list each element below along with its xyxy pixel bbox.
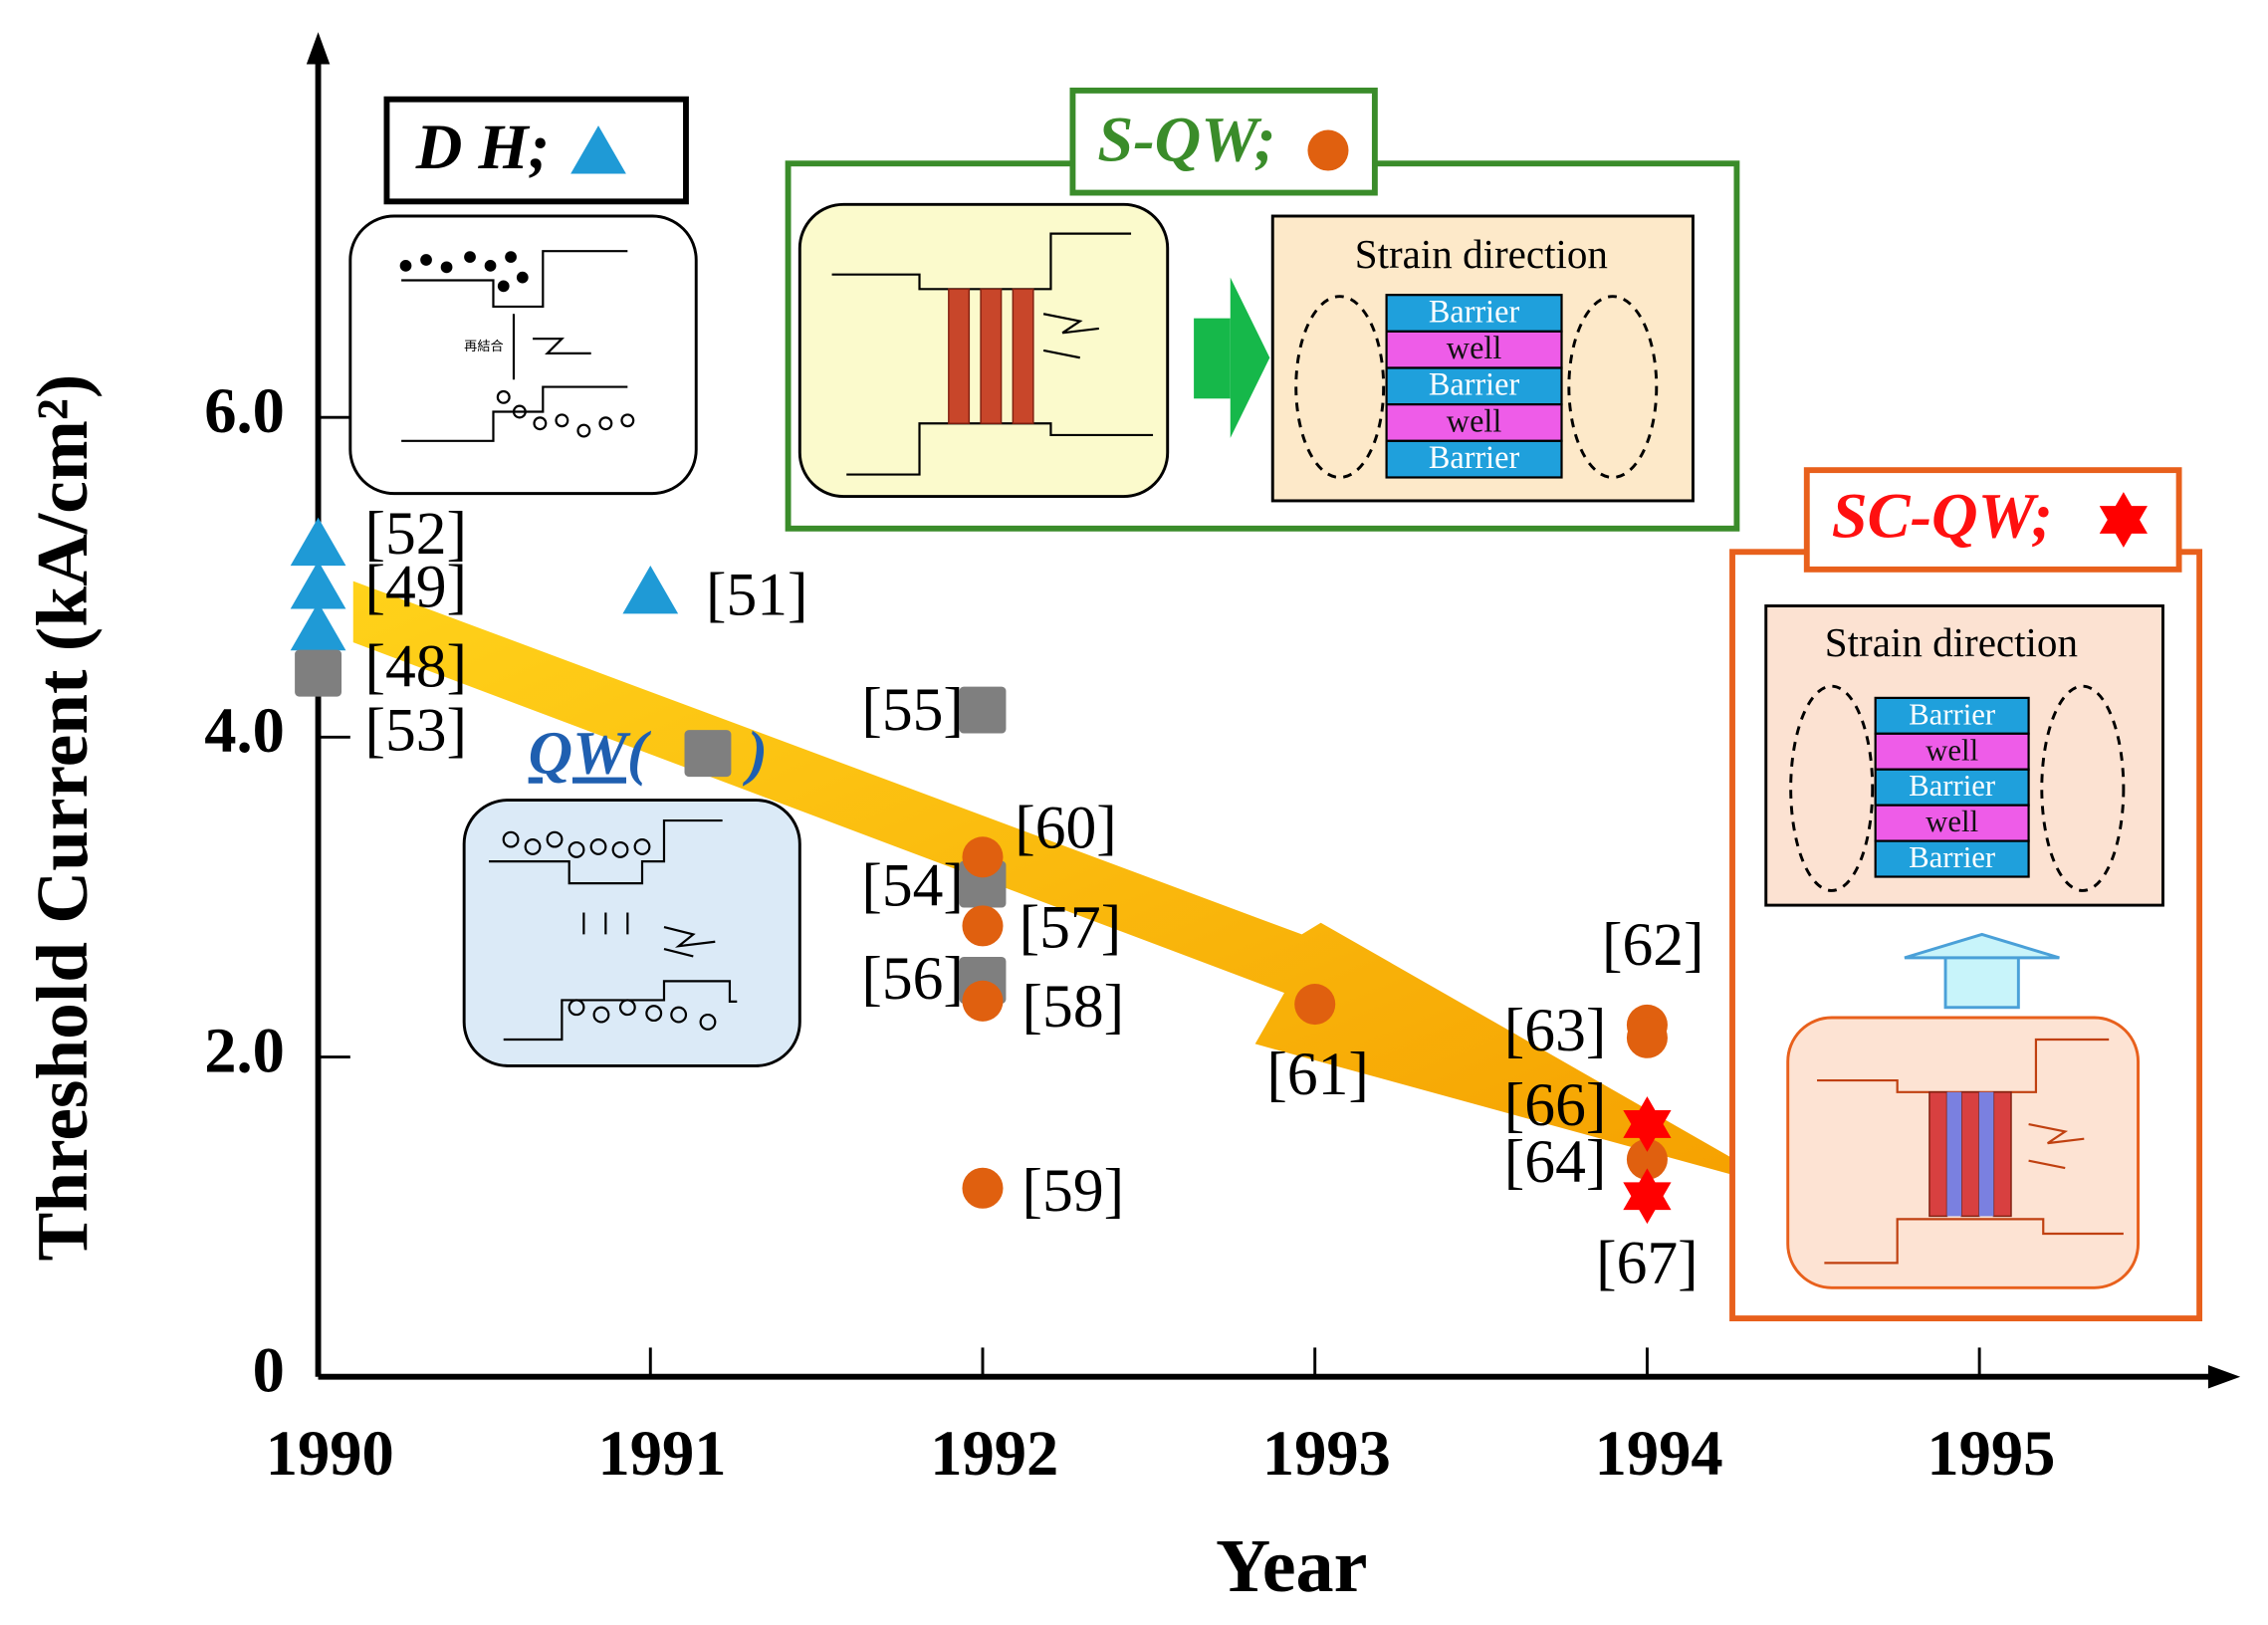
marker bbox=[1623, 1168, 1672, 1225]
inset-text: 再結合 bbox=[464, 339, 504, 353]
point-label: [62] bbox=[1602, 911, 1704, 979]
layer bbox=[1874, 768, 2030, 807]
marker bbox=[622, 565, 679, 614]
point-label: [66] bbox=[1504, 1071, 1607, 1139]
legend-marker bbox=[1307, 129, 1349, 171]
layer bbox=[1385, 403, 1563, 442]
layer bbox=[1874, 804, 2030, 842]
marker bbox=[295, 649, 342, 697]
marker bbox=[1626, 1017, 1668, 1058]
inset-text: Strain direction bbox=[1825, 619, 2078, 665]
inset-qw bbox=[462, 799, 801, 1067]
point-label: [63] bbox=[1504, 997, 1607, 1064]
layer bbox=[1385, 294, 1563, 333]
layer-label: Barrier bbox=[1909, 697, 1995, 731]
point-label: [56] bbox=[861, 945, 964, 1013]
point-label: [64] bbox=[1504, 1128, 1607, 1196]
layer bbox=[1874, 839, 2030, 878]
x-axis-arrow bbox=[2207, 1364, 2241, 1389]
point-label: [57] bbox=[1020, 893, 1122, 961]
arrow bbox=[1194, 318, 1231, 399]
marker bbox=[962, 980, 1004, 1022]
x-tick-label: 1993 bbox=[1262, 1418, 1391, 1489]
point-label: [58] bbox=[1022, 973, 1125, 1041]
layer-label: well bbox=[1926, 733, 1978, 767]
x-tick-label: 1992 bbox=[930, 1418, 1058, 1489]
point-label: [54] bbox=[861, 852, 964, 920]
x-axis-title: Year bbox=[1216, 1524, 1367, 1608]
point-label: [55] bbox=[861, 676, 964, 744]
y-axis-title: Threshold Current (kA/cm²) bbox=[22, 374, 103, 1262]
legend-label: D H; bbox=[415, 112, 550, 182]
arrow bbox=[1904, 932, 2060, 960]
legend-marker bbox=[570, 125, 626, 174]
legend-marker bbox=[2099, 492, 2148, 548]
layer-label: Barrier bbox=[1429, 439, 1520, 475]
strain-ellipse bbox=[1294, 295, 1386, 479]
inset-text: Strain direction bbox=[1355, 231, 1608, 277]
x-tick-label: 1990 bbox=[266, 1418, 394, 1489]
legend-marker bbox=[684, 730, 732, 778]
strain-ellipse bbox=[1789, 684, 1875, 892]
legend-label: QW( bbox=[529, 720, 652, 788]
layer-label: well bbox=[1926, 805, 1978, 838]
marker bbox=[962, 836, 1004, 878]
x-tick-label: 1994 bbox=[1595, 1418, 1723, 1489]
layer bbox=[1385, 439, 1563, 479]
arrow bbox=[1943, 954, 2020, 1010]
point-label: [60] bbox=[1015, 794, 1117, 861]
layer-label: well bbox=[1447, 330, 1502, 365]
x-tick-label: 1991 bbox=[598, 1418, 727, 1489]
electrons bbox=[399, 251, 529, 293]
wells bbox=[948, 288, 1034, 424]
x-tick-label: 1995 bbox=[1927, 1418, 2055, 1489]
inset-dh bbox=[348, 214, 698, 496]
y-tick-label: 2.0 bbox=[204, 1015, 285, 1085]
marker bbox=[290, 601, 346, 651]
y-axis-arrow bbox=[306, 32, 331, 65]
point-label: [61] bbox=[1266, 1041, 1369, 1108]
holes bbox=[496, 389, 635, 438]
layer-label: Barrier bbox=[1429, 293, 1520, 329]
marker bbox=[290, 517, 346, 567]
marker bbox=[1623, 1096, 1672, 1152]
layer bbox=[1385, 366, 1563, 406]
layer bbox=[1874, 732, 2030, 771]
wells bbox=[1928, 1091, 2012, 1218]
point-label: [52] bbox=[364, 500, 467, 568]
point-label: [53] bbox=[364, 696, 467, 764]
layer bbox=[1385, 330, 1563, 369]
legend-label: S-QW; bbox=[1097, 104, 1275, 174]
marker bbox=[962, 1167, 1004, 1209]
layer-label: Barrier bbox=[1909, 769, 1995, 803]
layer-label: well bbox=[1447, 402, 1502, 438]
barriers bbox=[1946, 1091, 1994, 1217]
layer-label: Barrier bbox=[1429, 366, 1520, 402]
y-tick-label: 4.0 bbox=[204, 695, 285, 766]
band-diagram bbox=[401, 250, 628, 442]
point-label: [48] bbox=[364, 632, 467, 700]
marker bbox=[1626, 1138, 1668, 1180]
band-diagram bbox=[489, 818, 738, 1042]
point-label: [49] bbox=[364, 554, 467, 621]
legend-label: ) bbox=[743, 720, 769, 788]
layer-label: Barrier bbox=[1909, 840, 1995, 874]
y-tick-label: 6.0 bbox=[204, 375, 285, 446]
strain-ellipse bbox=[2040, 684, 2126, 892]
marker bbox=[290, 561, 346, 609]
arrow bbox=[1230, 277, 1270, 438]
point-label: [59] bbox=[1022, 1157, 1125, 1225]
strain-ellipse bbox=[1567, 295, 1659, 479]
point-label: [51] bbox=[706, 561, 808, 628]
legend-label: SC-QW; bbox=[1832, 481, 2053, 552]
y-tick-label: 0 bbox=[253, 1335, 285, 1406]
marker bbox=[1294, 984, 1336, 1026]
marker bbox=[962, 905, 1004, 947]
marker bbox=[959, 686, 1007, 734]
point-label: [67] bbox=[1596, 1230, 1699, 1297]
legend-box bbox=[383, 96, 689, 205]
